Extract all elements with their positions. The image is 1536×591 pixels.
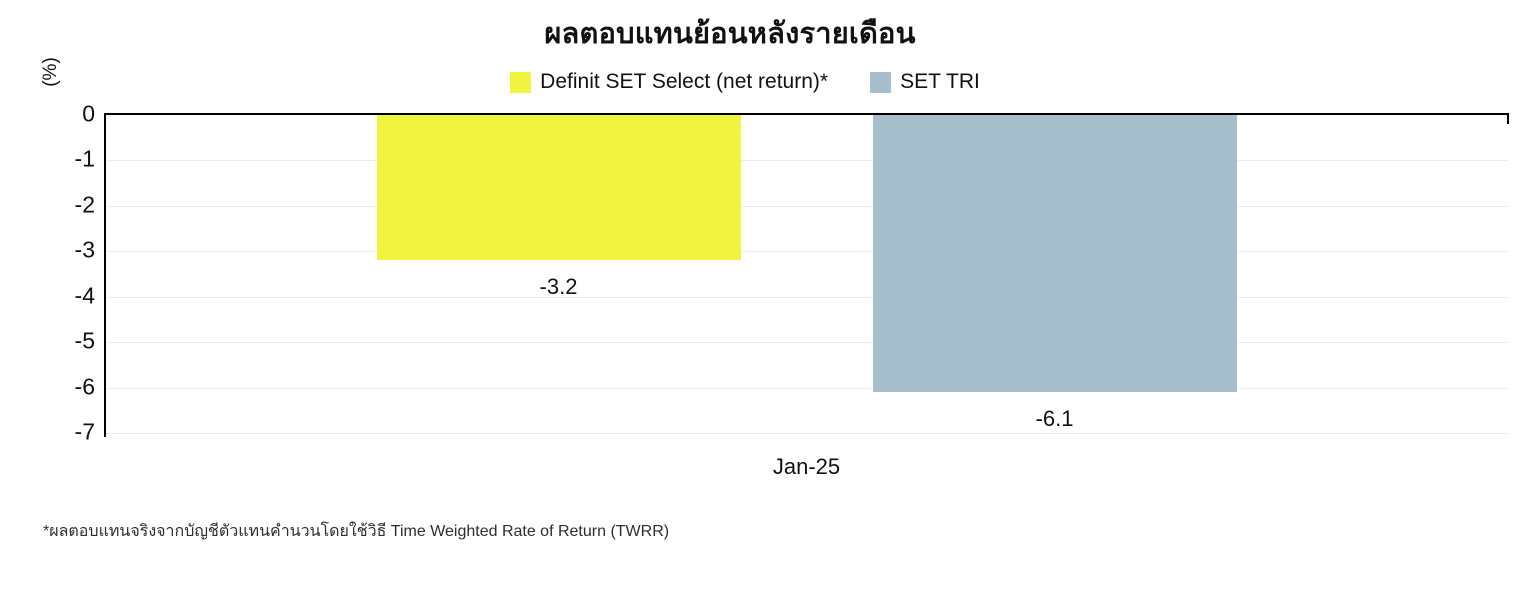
legend-swatch [510,71,532,93]
y-tick-label: -1 [74,145,95,172]
y-axis-unit-label: (%) [40,57,61,87]
legend: Definit SET Select (net return)* SET TRI [0,70,1490,94]
legend-item: Definit SET Select (net return)* [510,70,828,94]
gridline [105,342,1508,344]
gridline [105,160,1508,162]
y-axis-line [104,113,106,437]
gridline [105,296,1508,298]
plot-area: -3.2 -6.1 [105,115,1508,434]
y-tick-label: -4 [74,282,95,309]
bar-value-label: -6.1 [1035,406,1074,432]
y-tick-label: -6 [74,372,95,399]
zero-axis-line [104,113,1509,115]
y-tick-label: -5 [74,327,95,354]
y-tick-label: 0 [82,100,95,127]
y-tick-label: -7 [74,418,95,445]
y-tick-label: -3 [74,236,95,263]
legend-label: Definit SET Select (net return)* [540,70,829,93]
footnote: *ผลตอบแทนจริงจากบัญชีตัวแทนคำนวนโดยใช้วิ… [43,523,670,540]
bar-series-1 [376,115,741,261]
gridline [105,433,1508,434]
gridline [105,251,1508,253]
chart-title: ผลตอบแทนย้อนหลังรายเดือน [544,18,916,50]
right-axis-tick [1507,115,1509,124]
bar-series-2 [872,115,1237,393]
legend-swatch [870,71,892,93]
legend-label: SET TRI [900,70,980,93]
gridline [105,205,1508,207]
bar-value-label: -3.2 [539,274,578,300]
chart-header: ผลตอบแทนย้อนหลังรายเดือน [0,0,1460,56]
y-tick-label: -2 [74,191,95,218]
gridline [105,387,1508,389]
x-category-label: Jan-25 [772,454,841,479]
legend-item: SET TRI [870,70,980,94]
